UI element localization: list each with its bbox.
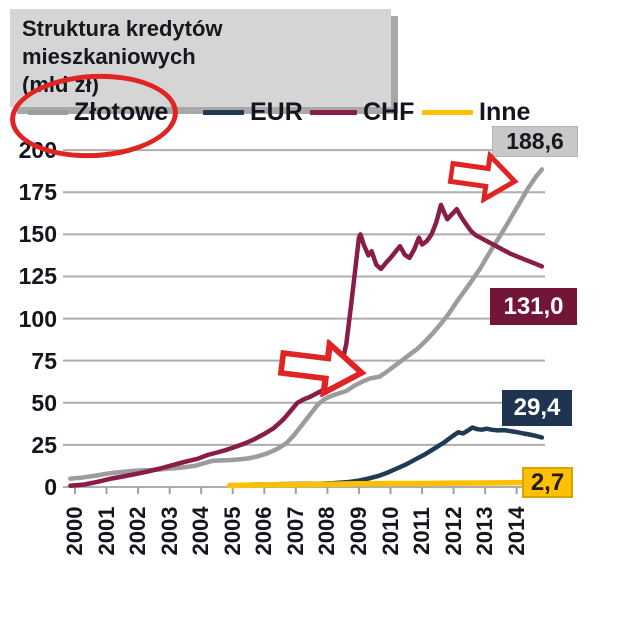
legend-label-chf: CHF <box>363 97 415 126</box>
x-tick-label-2005: 2005 <box>219 506 245 556</box>
value-badge-eur: 29,4 <box>502 390 572 426</box>
legend-label-eur: EUR <box>250 97 303 126</box>
y-tick-label-125: 125 <box>18 263 57 290</box>
series-line-złotowe <box>68 167 545 481</box>
y-tick-label-100: 100 <box>18 305 57 332</box>
legend-item-eur: EUR <box>203 97 303 127</box>
y-tick-label-75: 75 <box>31 347 57 374</box>
x-tick-label-2008: 2008 <box>314 506 340 556</box>
series-line-inne <box>226 479 545 489</box>
y-tick-label-0: 0 <box>44 474 57 500</box>
value-badge-zlotowe: 188,6 <box>492 126 578 157</box>
y-tick-label-25: 25 <box>31 431 57 458</box>
legend-item-inne: Inne <box>422 97 530 127</box>
x-tick-label-2011: 2011 <box>409 507 435 555</box>
x-tick-label-2002: 2002 <box>125 506 151 556</box>
legend-swatch-zlotowe <box>28 109 68 115</box>
x-tick-label-2004: 2004 <box>188 506 214 556</box>
x-tick-label-2014: 2014 <box>503 506 529 556</box>
chart-title-line2: (mld zł) <box>22 72 99 98</box>
x-tick-label-2007: 2007 <box>282 506 308 556</box>
x-tick-label-2012: 2012 <box>440 506 466 556</box>
legend-swatch-eur <box>203 109 244 115</box>
legend-label-zlotowe: Złotowe <box>74 97 169 126</box>
legend-item-chf: CHF <box>310 97 414 127</box>
value-badge-chf: 131,0 <box>490 288 577 325</box>
y-tick-label-200: 200 <box>18 137 57 164</box>
legend-item-zlotowe: Złotowe <box>28 97 168 127</box>
chart-title-box: Struktura kredytów mieszkaniowych (mld z… <box>10 9 391 108</box>
x-tick-label-2013: 2013 <box>472 506 498 556</box>
x-tick-label-2010: 2010 <box>377 506 403 556</box>
series-line-chf <box>68 202 545 488</box>
y-tick-label-175: 175 <box>18 179 57 206</box>
y-tick-label-150: 150 <box>18 221 57 248</box>
series-line-eur <box>239 425 545 488</box>
x-tick-label-2000: 2000 <box>62 506 87 556</box>
y-tick-label-50: 50 <box>31 389 57 416</box>
chart-title-line1: Struktura kredytów mieszkaniowych <box>22 16 223 70</box>
value-badge-inne: 2,7 <box>522 467 573 498</box>
x-tick-label-2001: 2001 <box>93 506 119 556</box>
legend-swatch-inne <box>422 109 473 115</box>
legend-swatch-chf <box>310 109 357 115</box>
legend-label-inne: Inne <box>479 97 531 126</box>
x-tick-label-2006: 2006 <box>251 506 277 556</box>
x-tick-label-2009: 2009 <box>345 506 371 556</box>
x-tick-label-2003: 2003 <box>156 506 182 556</box>
